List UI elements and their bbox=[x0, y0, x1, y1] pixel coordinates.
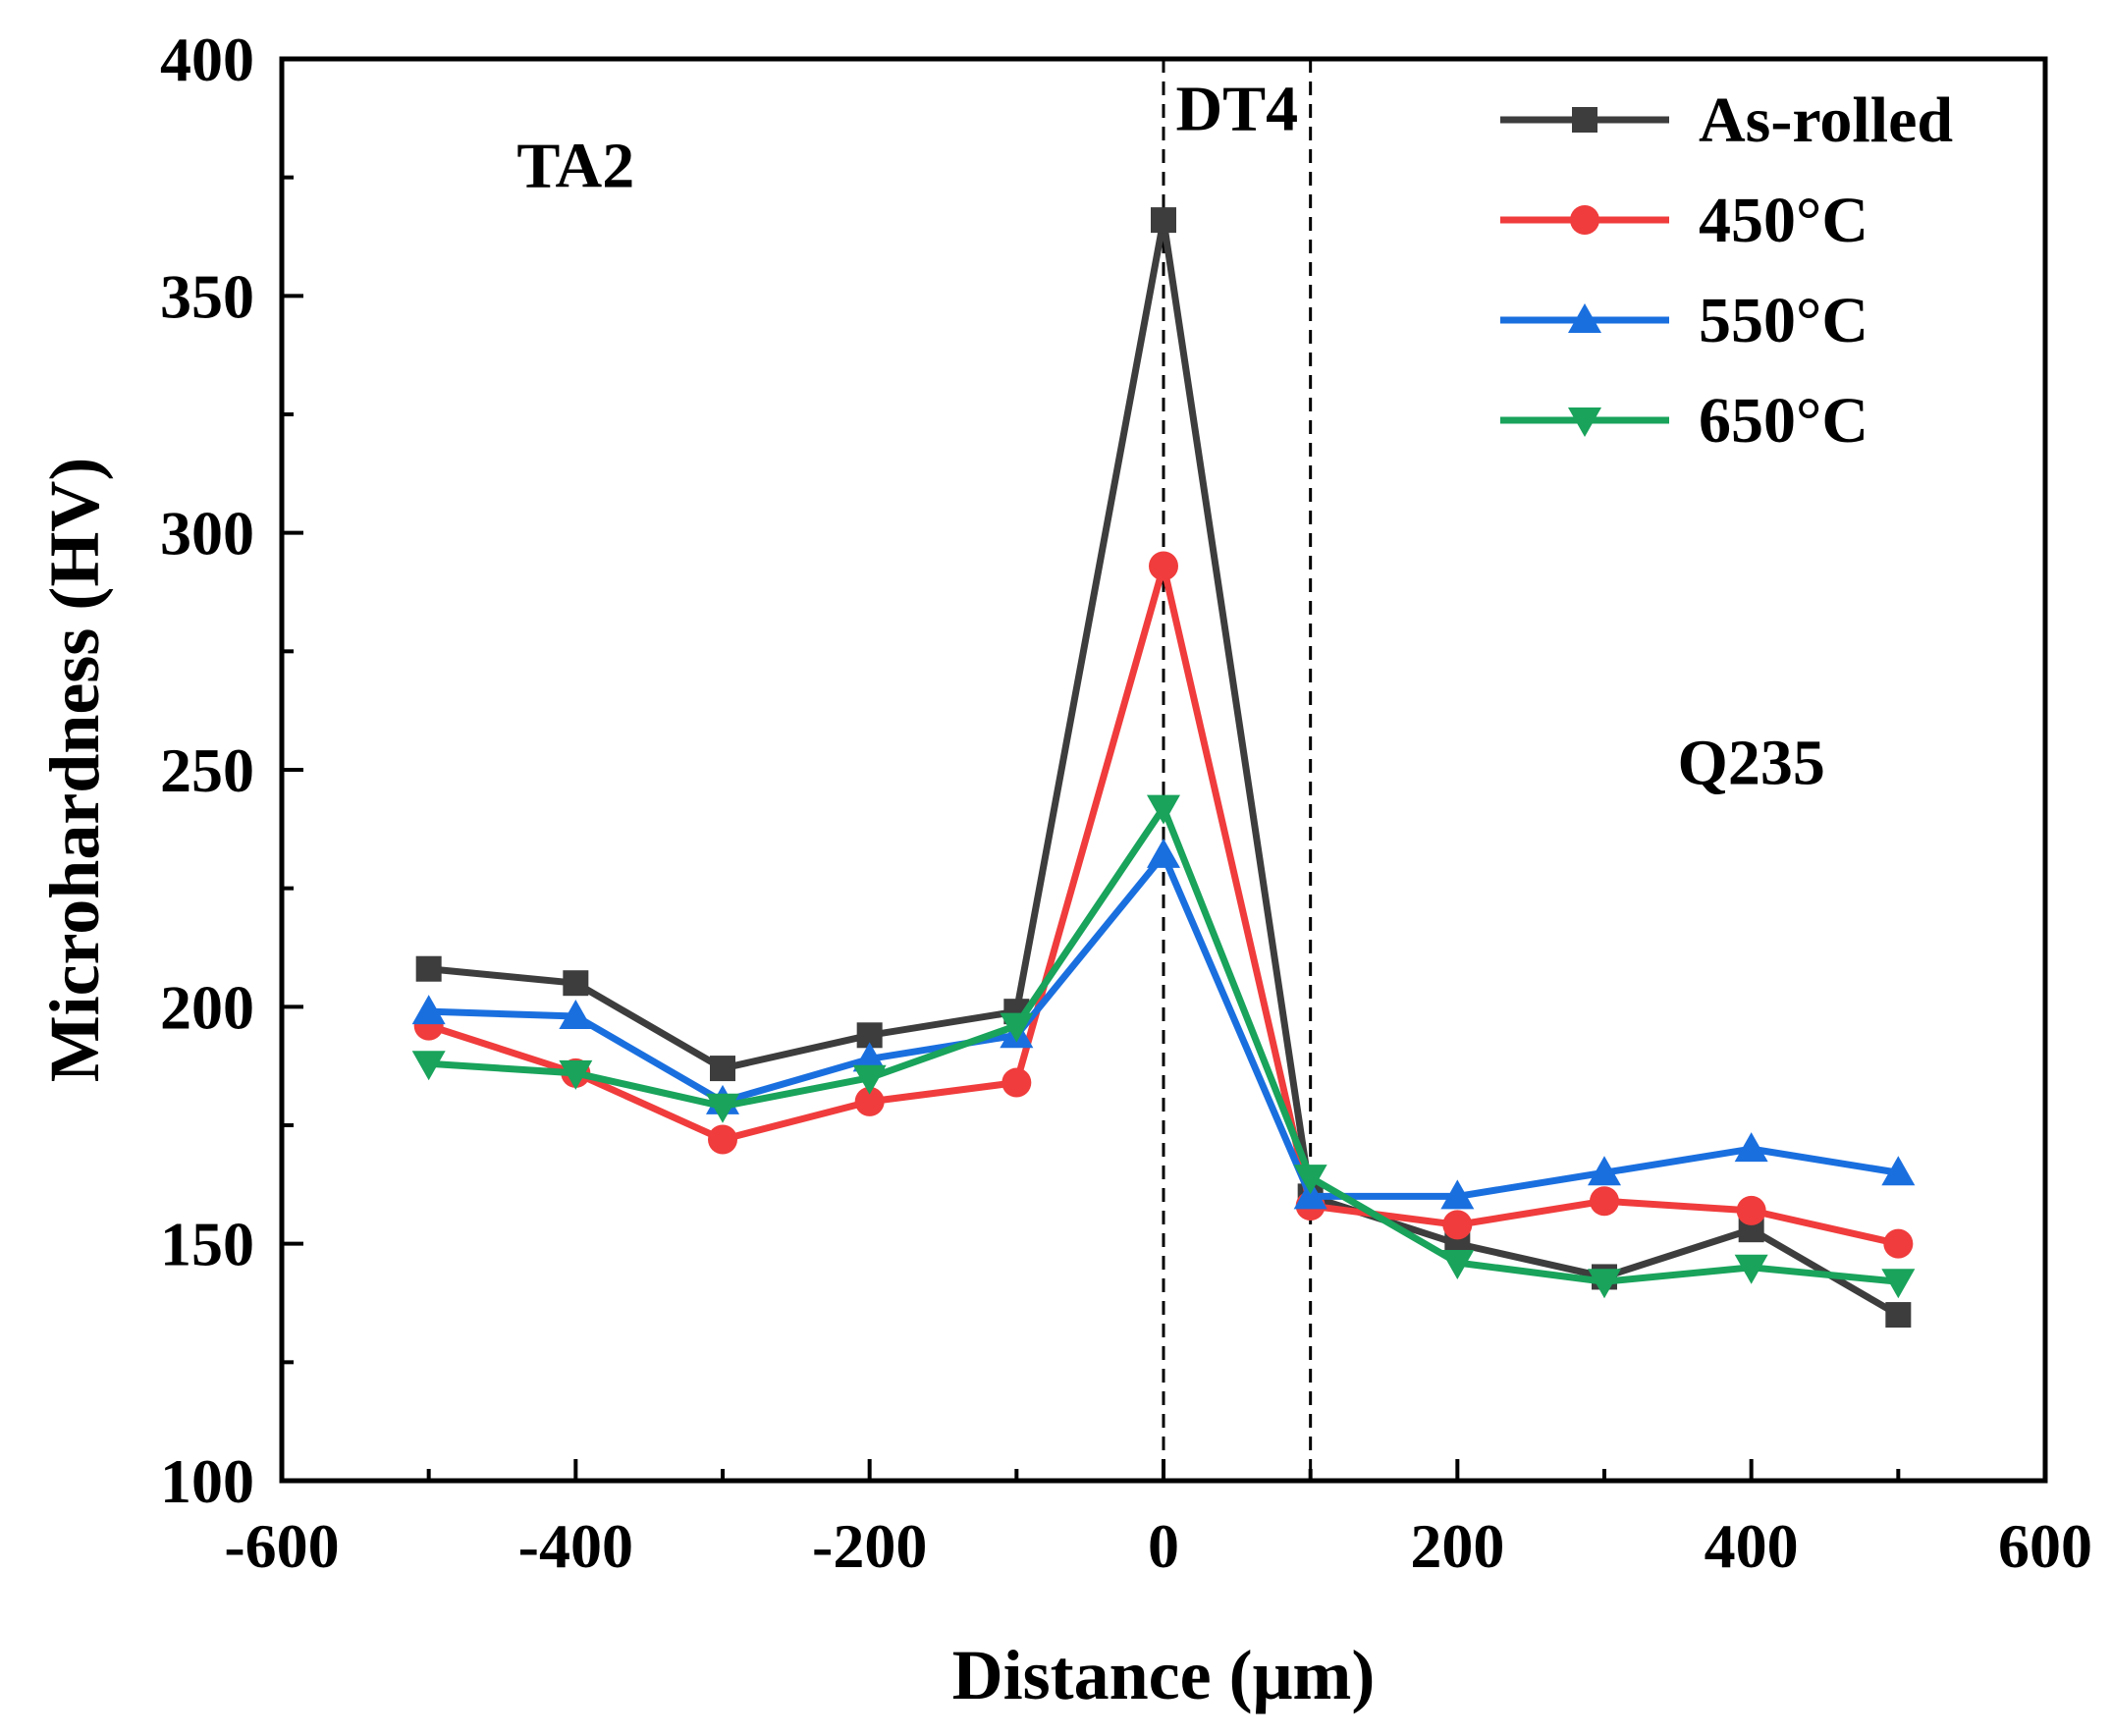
x-tick-label: 0 bbox=[1148, 1511, 1179, 1581]
x-tick-label: -400 bbox=[518, 1511, 633, 1581]
x-tick-label: 200 bbox=[1410, 1511, 1504, 1581]
data-point bbox=[1734, 1254, 1768, 1284]
y-tick-label: 100 bbox=[160, 1446, 254, 1516]
data-point bbox=[710, 1056, 735, 1082]
data-point bbox=[1000, 1012, 1034, 1043]
data-point bbox=[1736, 1195, 1766, 1225]
data-point bbox=[1147, 794, 1180, 825]
data-point bbox=[1440, 1179, 1475, 1210]
x-tick-label: 600 bbox=[1998, 1511, 2092, 1581]
data-point bbox=[852, 1042, 887, 1072]
legend-item-1: 450°C bbox=[1500, 185, 1868, 256]
data-point bbox=[415, 955, 442, 982]
y-axis-title: Microhardness (HV) bbox=[35, 458, 114, 1083]
data-point bbox=[1442, 1210, 1473, 1240]
data-point bbox=[1440, 1249, 1475, 1279]
annotations: TA2 DT4 Q235 bbox=[516, 73, 1824, 798]
legend-item-0: As-rolled bbox=[1500, 84, 1953, 156]
series-layer bbox=[411, 207, 1916, 1329]
y-tick-label: 400 bbox=[160, 25, 254, 94]
data-point bbox=[1147, 838, 1180, 868]
y-tick-label: 300 bbox=[160, 499, 254, 569]
data-point bbox=[411, 1051, 446, 1081]
y-tick-label: 150 bbox=[160, 1210, 254, 1279]
data-point bbox=[1588, 1269, 1621, 1299]
data-point bbox=[1293, 1179, 1327, 1210]
legend-label: As-rolled bbox=[1699, 84, 1953, 156]
data-point bbox=[706, 1093, 739, 1123]
legend-label: 450°C bbox=[1699, 185, 1868, 256]
data-point bbox=[1590, 1186, 1619, 1217]
x-tick-label: -600 bbox=[224, 1511, 339, 1581]
annotation-q235: Q235 bbox=[1677, 727, 1824, 798]
x-tick-label: -200 bbox=[812, 1511, 927, 1581]
y-tick-label: 250 bbox=[160, 735, 254, 805]
data-point bbox=[1151, 207, 1176, 234]
legend: As-rolled 450°C 550°C 650°C bbox=[1500, 84, 1953, 457]
data-point bbox=[1883, 1228, 1914, 1259]
legend-marker bbox=[1570, 205, 1599, 235]
legend-label: 550°C bbox=[1699, 285, 1868, 356]
data-point bbox=[1881, 1269, 1916, 1299]
data-point bbox=[1881, 1156, 1916, 1186]
legend-label: 650°C bbox=[1699, 385, 1868, 457]
reference-lines bbox=[1162, 59, 1313, 1481]
data-point bbox=[411, 995, 446, 1025]
data-point bbox=[708, 1124, 737, 1155]
annotation-ta2: TA2 bbox=[516, 130, 634, 201]
data-point bbox=[854, 1086, 885, 1116]
data-point bbox=[1149, 551, 1178, 581]
x-axis-title: Distance (μm) bbox=[952, 1636, 1376, 1714]
data-point bbox=[1885, 1302, 1912, 1329]
y-tick-label: 200 bbox=[160, 972, 254, 1042]
data-point bbox=[1588, 1156, 1621, 1186]
legend-marker bbox=[1572, 107, 1597, 133]
axes: -600 -400 -200 0 200 400 600 100 150 200 250 300 350… bbox=[35, 25, 2092, 1714]
data-point bbox=[852, 1064, 887, 1095]
legend-item-2: 550°C bbox=[1500, 285, 1868, 356]
series-3 bbox=[411, 794, 1916, 1299]
data-point bbox=[1001, 1067, 1032, 1098]
x-tick-label: 400 bbox=[1705, 1511, 1799, 1581]
annotation-dt4: DT4 bbox=[1175, 73, 1298, 144]
data-point bbox=[559, 1059, 593, 1090]
legend-item-3: 650°C bbox=[1500, 385, 1868, 457]
data-point bbox=[563, 970, 589, 997]
data-point bbox=[1734, 1132, 1768, 1163]
y-tick-label: 350 bbox=[160, 261, 254, 331]
data-point bbox=[1293, 1165, 1327, 1195]
data-point bbox=[559, 999, 593, 1029]
legend-marker bbox=[1568, 407, 1601, 437]
legend-marker bbox=[1568, 303, 1601, 333]
